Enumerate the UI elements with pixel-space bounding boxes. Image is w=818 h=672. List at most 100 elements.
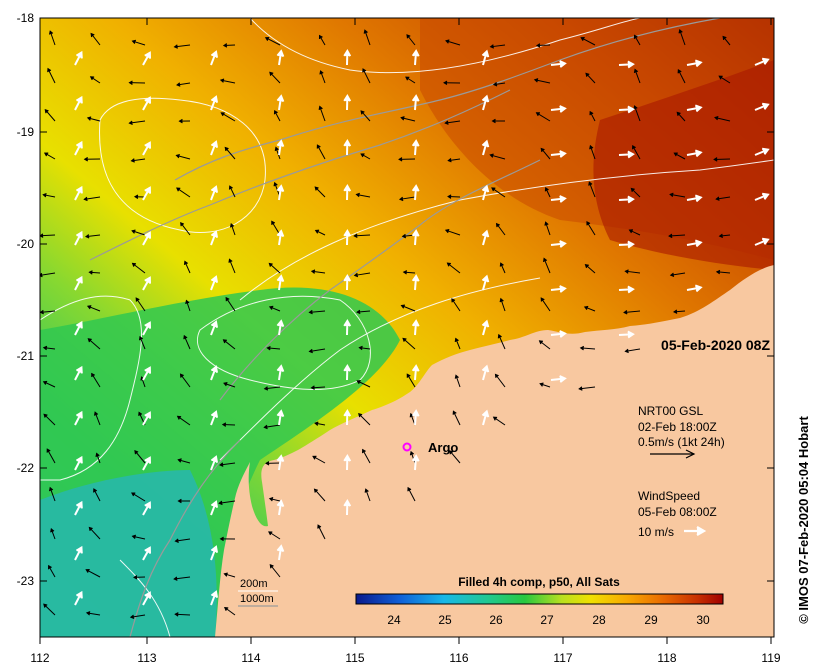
vector-arrow <box>220 112 236 122</box>
colorbar-gradient <box>355 593 724 605</box>
vector-arrow <box>481 139 490 156</box>
vector-arrow <box>343 139 352 156</box>
vector-arrow <box>228 258 236 274</box>
lat-tick-label: -20 <box>17 237 35 251</box>
vector-arrow <box>686 194 703 203</box>
vector-arrow <box>343 364 352 381</box>
vector-arrow <box>210 275 219 291</box>
vector-arrow <box>135 297 146 312</box>
vector-arrow <box>228 185 236 198</box>
bathymetry-1000m-label: 1000m <box>240 593 274 605</box>
vector-arrow <box>579 345 596 351</box>
vector-arrow <box>47 67 56 84</box>
vector-arrow <box>544 221 551 236</box>
vector-arrow <box>308 348 326 354</box>
vector-arrow <box>142 366 152 381</box>
vector-arrow <box>580 37 596 46</box>
vector-arrow <box>624 269 641 274</box>
vector-arrow <box>268 531 281 540</box>
vector-arrow <box>210 230 219 246</box>
vector-arrow <box>618 105 635 114</box>
vector-arrow <box>353 272 371 278</box>
vector-arrow <box>74 95 83 111</box>
lon-tick-label: 118 <box>657 651 676 665</box>
colorbar-tick-label: 30 <box>696 613 710 627</box>
vector-arrow <box>134 450 146 464</box>
vector-arrow <box>550 195 567 203</box>
vector-arrow <box>210 95 219 111</box>
vector-arrow <box>446 262 461 274</box>
argo-marker-icon <box>402 442 412 452</box>
colorbar-tick-label: 27 <box>540 613 554 627</box>
vector-arrow <box>533 78 551 84</box>
vector-arrow <box>618 150 635 159</box>
vector-arrow <box>678 28 686 46</box>
vector-arrow <box>492 82 506 87</box>
vector-arrow <box>314 229 326 236</box>
vector-arrow <box>264 36 281 46</box>
vector-arrow <box>411 49 420 66</box>
vector-arrow <box>269 564 281 578</box>
vector-arrow <box>88 270 101 275</box>
current-legend-date: 02-Feb 18:00Z <box>638 420 717 434</box>
vector-arrow <box>74 410 83 426</box>
vector-arrow <box>129 614 146 619</box>
vector-arrow <box>131 534 146 540</box>
lon-tick-label: 116 <box>449 651 468 665</box>
vector-arrow <box>588 181 596 198</box>
vector-arrow <box>175 153 191 160</box>
vector-arrow <box>224 146 236 160</box>
vector-arrow <box>583 305 596 312</box>
vector-arrow <box>276 409 285 426</box>
vector-arrow <box>411 454 420 471</box>
vector-arrow <box>715 269 731 275</box>
vector-arrow <box>540 147 551 160</box>
vector-arrow <box>86 305 101 312</box>
lat-tick-label: -21 <box>17 349 35 363</box>
vector-arrow <box>358 413 371 426</box>
vector-arrow <box>128 120 146 126</box>
map-frame <box>39 17 775 638</box>
vector-arrow <box>221 422 236 427</box>
vector-arrow <box>409 450 416 464</box>
vector-arrow <box>266 345 281 351</box>
vector-arrow <box>364 488 371 502</box>
vector-arrow <box>499 297 506 312</box>
vector-arrow <box>411 274 420 291</box>
vector-arrow <box>489 44 506 49</box>
vector-arrow <box>550 285 567 293</box>
vector-arrow <box>268 305 281 312</box>
vector-arrow <box>686 104 703 113</box>
vector-arrow <box>222 43 236 48</box>
vector-arrow <box>539 382 551 388</box>
vector-arrow <box>142 186 152 201</box>
vector-arrow <box>411 229 420 246</box>
vector-arrow <box>669 192 686 198</box>
vector-arrow <box>618 240 635 249</box>
vector-arrow <box>481 319 490 336</box>
vector-arrow <box>74 230 83 246</box>
argo-float: Argo <box>402 440 458 455</box>
vector-arrow <box>174 538 191 543</box>
vector-arrow <box>276 94 285 111</box>
vector-arrow <box>142 96 152 111</box>
vector-arrow <box>180 221 191 236</box>
vector-arrow <box>491 187 506 198</box>
vector-arrow <box>343 319 352 336</box>
vector-arrow <box>74 185 83 201</box>
vector-arrow <box>584 263 596 274</box>
vector-arrow <box>447 194 461 199</box>
vector-arrow <box>89 76 101 84</box>
vector-arrow <box>449 450 461 464</box>
vector-arrow <box>314 421 326 426</box>
vector-arrow <box>499 262 506 274</box>
vector-arrows <box>40 28 770 619</box>
vector-arrow <box>411 94 420 111</box>
vector-arrow <box>90 32 101 46</box>
vector-arrow <box>210 50 219 66</box>
vector-arrow <box>550 240 567 248</box>
vector-arrow <box>44 109 56 122</box>
vector-arrow <box>754 102 770 111</box>
vector-arrow <box>343 229 352 246</box>
